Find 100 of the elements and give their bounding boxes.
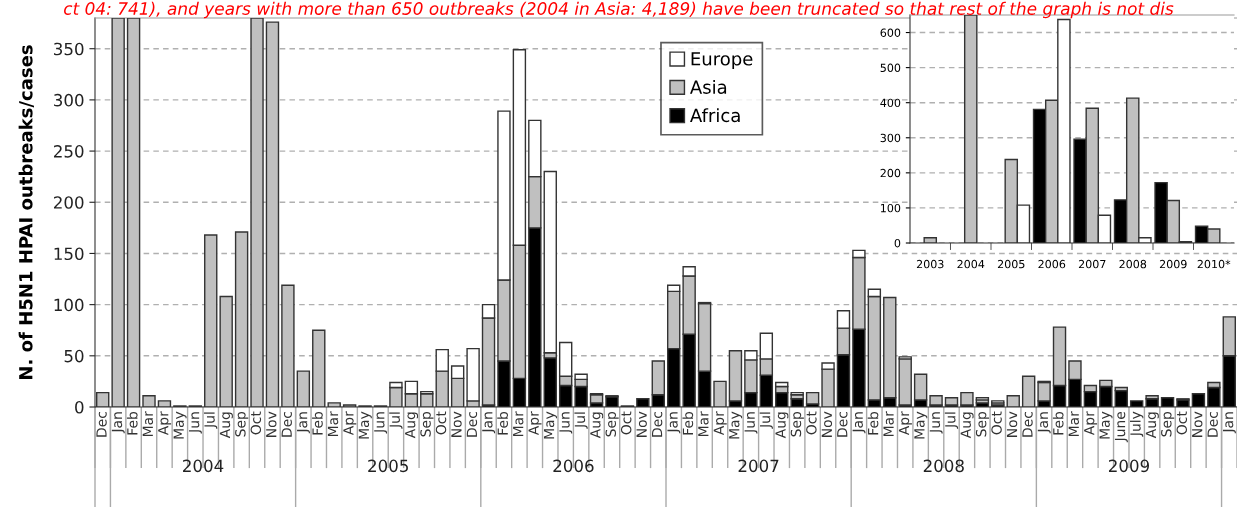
x-tick-label: May — [729, 411, 743, 439]
x-tick-label: Apr — [713, 411, 727, 436]
x-tick-label: Jun — [189, 412, 202, 434]
y-tick-label: 100 — [54, 298, 84, 312]
x-tick-label: Jan — [852, 412, 866, 434]
x-tick-label: Mar — [1068, 411, 1079, 437]
x-tick-label: Sep — [605, 411, 619, 437]
x-tick-label: Aug — [1145, 412, 1159, 439]
x-tick-label: 2003 — [916, 259, 944, 269]
x-tick-label: Apr — [898, 411, 912, 436]
x-tick-label: Aug — [775, 412, 789, 439]
x-tick-label: May — [543, 411, 557, 439]
x-tick-label: Nov — [1192, 411, 1203, 437]
x-tick-label: Oct — [991, 411, 1002, 435]
y-tick-label: 0 — [75, 400, 84, 414]
annotation: ct 04: 741), and years with more than 650 outbreaks (2004 in Asia: 4,189) have been truncated so that rest of the graph is not dis — [64, 1, 1174, 19]
x-tick-label: May — [1099, 411, 1113, 439]
x-tick-label: Jul — [389, 412, 403, 429]
text: 2006 — [553, 459, 594, 473]
x-tick-label: Jan — [482, 412, 496, 434]
y-axis-title: N. of H5N1 HPAI outbreaks/cases — [18, 45, 35, 379]
x-tick-label: Mar — [513, 411, 524, 437]
x-tick-label: May — [358, 411, 372, 439]
x-tick-label: Jun — [559, 412, 573, 434]
x-tick-label: Aug — [590, 412, 604, 439]
x-tick-label: Apr — [1084, 411, 1098, 436]
x-tick-label: Jul — [574, 412, 588, 429]
x-tick-label: June — [1114, 411, 1128, 443]
x-tick-label: May — [173, 411, 187, 439]
x-tick-label: Feb — [497, 411, 508, 435]
x-tick-label: Nov — [451, 411, 462, 437]
x-tick-label: Dec — [837, 412, 848, 437]
legend-label: Europe — [691, 52, 753, 70]
x-tick-label: Jan — [1037, 412, 1051, 434]
text: 2005 — [368, 459, 408, 473]
x-tick-label: Feb — [867, 411, 879, 435]
x-tick-label: Sep — [790, 411, 804, 437]
x-tick-label: Jul — [204, 412, 218, 429]
x-tick-label: July — [1129, 411, 1144, 437]
x-tick-label: Apr — [158, 411, 172, 436]
text: 2008 — [923, 459, 964, 473]
y-tick-label: 500 — [880, 63, 901, 72]
x-tick-label: Oct — [250, 411, 262, 435]
y-tick-label: 300 — [54, 93, 84, 107]
y-tick-label: 0 — [894, 238, 901, 248]
x-tick-label: Aug — [405, 412, 419, 439]
x-tick-label: Oct — [806, 411, 817, 435]
x-tick-label: Jun — [929, 412, 943, 434]
x-tick-label: 2009 — [1159, 259, 1187, 269]
x-tick-label: Oct — [620, 411, 632, 435]
x-tick-label: Nov — [636, 411, 647, 437]
x-tick-label: Mar — [142, 411, 154, 437]
x-tick-label: Feb — [1052, 411, 1064, 435]
x-tick-label: Dec — [96, 412, 107, 437]
text: 2009 — [1108, 459, 1150, 473]
y-tick-label: 350 — [54, 42, 84, 56]
y-tick-label: 400 — [880, 98, 901, 108]
x-tick-label: Feb — [312, 411, 323, 435]
y-tick-label: 250 — [53, 145, 84, 158]
x-tick-label: Jan — [1222, 412, 1236, 434]
x-tick-label: Aug — [960, 412, 974, 439]
x-tick-label: Oct — [1176, 411, 1188, 435]
x-tick-label: Aug — [219, 412, 233, 439]
x-tick-label: Jan — [297, 412, 310, 434]
y-tick-label: 50 — [64, 349, 84, 363]
x-tick-label: Sep — [420, 411, 434, 437]
x-tick-label: Dec — [1022, 412, 1033, 437]
x-tick-label: Sep — [235, 411, 249, 437]
y-tick-label: 300 — [880, 133, 901, 143]
x-tick-label: Nov — [1006, 411, 1018, 437]
x-tick-label: Jan — [111, 412, 125, 434]
x-tick-label: Sep — [975, 411, 990, 437]
x-tick-label: Dec — [651, 412, 663, 437]
y-tick-label: 150 — [54, 247, 84, 261]
x-tick-label: Apr — [343, 411, 357, 436]
y-tick-label: 200 — [53, 196, 84, 209]
x-tick-label: 2007 — [1078, 259, 1106, 269]
x-tick-label: Mar — [327, 411, 339, 437]
legend-label: Africa — [690, 108, 740, 123]
y-tick-label: 600 — [880, 28, 901, 37]
x-tick-label: Nov — [821, 411, 833, 437]
text: 2004 — [183, 459, 224, 473]
x-tick-label: May — [914, 411, 928, 439]
x-tick-label: Sep — [1161, 411, 1175, 437]
x-tick-label: Nov — [266, 411, 277, 437]
x-tick-label: Mar — [883, 411, 894, 437]
x-tick-label: Jan — [667, 412, 681, 434]
x-tick-label: Apr — [528, 411, 542, 436]
y-tick-label: 200 — [880, 168, 901, 178]
x-tick-label: 2008 — [1119, 259, 1147, 269]
x-tick-label: Jul — [944, 412, 959, 429]
x-tick-label: Jun — [374, 412, 388, 434]
y-tick-label: 100 — [880, 203, 901, 213]
x-tick-label: Mar — [698, 411, 709, 437]
x-tick-label: Jul — [759, 412, 773, 429]
text: 2007 — [738, 459, 779, 473]
x-tick-label: 2010* — [1197, 259, 1231, 269]
x-tick-label: Dec — [281, 412, 292, 437]
x-tick-label: Feb — [682, 411, 694, 435]
x-tick-label: Dec — [1207, 412, 1218, 437]
